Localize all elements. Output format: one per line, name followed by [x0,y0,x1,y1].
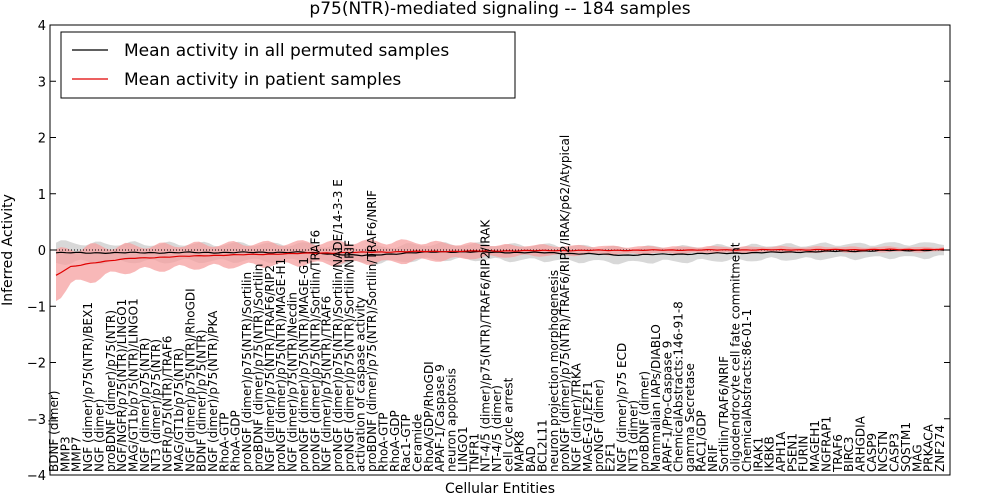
entity-label: IKBKB [763,436,777,472]
entity-label: NGF (dimer)/p75(NTR)/PKA [206,310,220,472]
entity-label: proNGF (dimer)/p75(NTR)/Sortilin/TRAF6 [308,230,322,472]
entity-label: proNGF (dimer)/p75(NTR)/MAGE-G1 [297,257,311,472]
entity-label: CASP9 [865,433,879,472]
entity-label: neuron projection morphogenesis [547,270,561,472]
entity-label: NCSTN [876,431,890,472]
entity-label: MAGEH1 [808,420,822,472]
entity-label: APH1A [774,431,788,472]
entity-label: neuron apoptosis [445,368,459,472]
entity-label: NGF (dimer)/TRKA [570,362,584,472]
entity-label: proNGF (dimer)/p75(NTR)/Sortilin/NADE/14… [331,179,345,472]
entity-label: TRAF6 [831,434,845,473]
entity-label: NGF (dimer)/p75 ECD [615,343,629,472]
entity-label: proNGF (dimer)/p75(NTR)/Sortilin/NRIF [342,240,356,472]
entity-label: BAD [524,446,538,472]
entity-label: NRIF [706,444,720,472]
y-tick-label: 2 [38,132,46,147]
entity-label: NGF (dimer)/p75(NTR)/Necdin [286,292,300,472]
entity-label: proNGF (dimer)/p75(NTR)/MAGE-H1 [274,258,288,472]
chart-title: p75(NTR)-mediated signaling -- 184 sampl… [309,0,690,19]
entity-label: proBDNF (dimer)/p75(NTR)/Sortilin/TRAF6/… [365,190,379,472]
entity-label: MAPK8 [513,431,527,472]
entity-label: CASP3 [888,433,902,472]
entity-label: Sortilin/TRAF6/NRIF [717,356,731,472]
entity-label: proBDNF (dimer)/p75(NTR)/Sortilin [252,264,266,472]
entity-label: E2F1 [604,442,618,472]
entity-label: BCL2L11 [535,419,549,472]
entity-label: NT-4/5 (dimer)/p75(NTR)/TRAF6/RIP2/IRAK [479,219,493,472]
entity-label: MMP3 [58,436,72,472]
y-tick-label: 0 [38,244,46,259]
entity-label: RhoA-GDP [388,410,402,472]
entity-label: Ceramide [411,414,425,472]
entity-label: proNGF (dimer)/p75(NTR)/TRAF6/RIP2/IRAK/… [558,135,572,472]
series-line-2 [55,248,945,276]
entity-label: proBDNF (dimer)/p75(NTR) [104,310,118,472]
entity-label: NT3 (dimer) [626,400,640,472]
entity-label: RhoA-GTP [376,413,390,472]
entity-label: APAF-1/Pro-Caspase 9 [660,341,674,472]
entity-label: oligodendrocyte cell fate commitment [729,242,743,472]
entity-label: NGF (dimer)/p75(NTR)/RhoGDI [183,288,197,472]
entity-label: MAG/GT1b/p75(NTR)/LINGO1 [127,298,141,472]
entity-label: MAG/GT1b/p75(NTR) [172,348,186,472]
entity-label: NGF/NGFR/p75(NTR)/LINGO1 [115,299,129,472]
entity-label: NGFRAP1 [819,416,833,472]
y-axis-label: Inferred Activity [0,194,16,306]
entity-label: activation of caspase activity [354,297,368,472]
entity-label: NGF (dimer)/p75(NTR) [138,338,152,472]
y-tick-label: −1 [27,300,46,315]
entity-label: gamma Secretase [683,363,697,472]
entity-label: NT-4/5 (dimer) [490,385,504,472]
y-tick-label: 4 [38,19,46,34]
entity-label: proNGF (dimer)/p75(NTR)/Sortilin [240,272,254,472]
entity-label: proBDNF (dimer) [638,371,652,472]
entity-label: IRAK1 [751,437,765,472]
entity-label: RAC1/GDP [695,410,709,472]
entity-label: MMP7 [70,436,84,472]
entity-label: RhoA-GTP [217,413,231,472]
entity-label: APAF-1/Caspase 9 [433,364,447,472]
entity-label: PRKACA [922,423,936,472]
entity-label: ChemicalAbstracts:86-01-1 [740,309,754,472]
entity-label: MAG [910,444,924,472]
y-tick-label: 3 [38,75,46,90]
entity-label: MAGE-G1/E2F1 [581,381,595,472]
entity-label: SQSTM1 [899,422,913,472]
series-line-1 [55,249,945,257]
entity-label: proNGF (dimer) [592,379,606,472]
entity-label: LINGO1 [456,426,470,472]
legend-label-1: Mean activity in all permuted samples [124,41,449,61]
entity-label: NGFR/p75(NTR)/TRAF6 [161,336,175,472]
legend-label-2: Mean activity in patient samples [124,70,401,90]
y-tick-label: −3 [27,413,46,428]
y-tick-label: −2 [27,357,46,372]
entity-label: Rac1-GTP [399,414,413,472]
entity-label: RhoA-GDP [229,410,243,472]
entity-label: NT3 (dimer)/p75(NTR) [149,339,163,472]
y-tick-label: 1 [38,188,46,203]
entity-label: BDNF (dimer)/p75(NTR) [195,330,209,472]
x-axis-label: Cellular Entities [445,481,555,497]
entity-label: Mammalian IAPs/DIABLO [649,324,663,472]
entity-label: ChemicalAbstracts:146-91-8 [672,301,686,472]
entity-label: NGF (dimer)/p75(NTR)/BEX1 [81,302,95,472]
entity-label: NGF (dimer)/p75(NTR)/TRAF6/RIP2 [263,265,277,472]
entity-label: PSEN1 [785,433,799,472]
entity-label: NGF (dimer)/p75(NTR)/TRAF6 [320,296,334,472]
entity-label: ZNF274 [933,425,947,472]
entity-label: cell cycle arrest [501,377,515,472]
entity-label: RhoA/GDP/RhoGDI [422,361,436,472]
entity-label: BIRC3 [842,436,856,472]
entity-label: FURIN [797,435,811,472]
legend-box [60,31,516,99]
entity-label: ARHGDIA [854,415,868,472]
legend: Mean activity in all permuted samples Mea… [60,31,516,99]
entity-label: TNFR1 [467,433,481,473]
y-tick-label: −4 [27,469,46,484]
entity-label: NGF (dimer) [92,399,106,472]
